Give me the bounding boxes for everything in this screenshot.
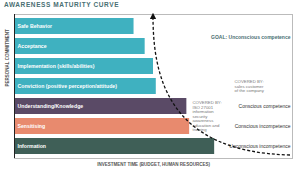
svg-text:Safe Behavior: Safe Behavior [18, 23, 53, 29]
svg-text:Unconscious incompetence: Unconscious incompetence [229, 143, 291, 150]
svg-text:Sensitising: Sensitising [18, 123, 46, 129]
html-text:AWARENESS MATURITY CURVE: AWARENESS MATURITY CURVE [4, 1, 120, 8]
svg-text:Acceptance: Acceptance [18, 43, 47, 49]
svg-text:Understanding/Knowledge: Understanding/Knowledge [18, 103, 84, 109]
svg-text:Implementation (skills/abiliti: Implementation (skills/abilities) [18, 63, 95, 69]
svg-text:Conscious incompetence: Conscious incompetence [235, 123, 291, 129]
svg-text:COVERED BY:sales customerof th: COVERED BY:sales customerof the company [235, 79, 265, 93]
svg-text:COVERED BY:ISO 27001informatio: COVERED BY:ISO 27001informationsecuritya… [193, 100, 222, 132]
svg-text:Conscious competence: Conscious competence [239, 103, 291, 109]
svg-text:INVESTMENT TIME (BUDGET, HUMAN: INVESTMENT TIME (BUDGET, HUMAN RESOURCES… [97, 162, 210, 167]
svg-text:Conviction (positive perceptio: Conviction (positive perception/attitude… [18, 83, 118, 89]
svg-text:Information: Information [18, 143, 47, 149]
svg-text:PERSONAL COMMITMENT: PERSONAL COMMITMENT [5, 29, 10, 86]
svg-text:GOAL: Unconscious competence: GOAL: Unconscious competence [211, 34, 291, 40]
